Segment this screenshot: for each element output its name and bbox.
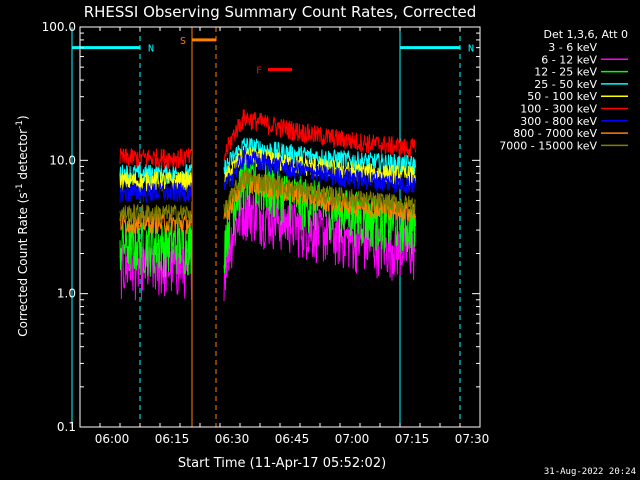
legend-label: 12 - 25 keV [534,66,597,79]
flag-label-1: N [468,44,474,55]
legend-label: 3 - 6 keV [548,41,597,54]
y-tick-label: 100.0 [42,20,76,34]
plot-area: N N S F [71,27,474,427]
x-tick-label: 07:00 [335,432,370,446]
flag-label-0: N [148,44,154,55]
x-tick-label: 07:15 [395,432,430,446]
y-tick-label: 10.0 [49,153,76,167]
timestamp: 31-Aug-2022 20:24 [544,467,636,477]
legend-label: 25 - 50 keV [534,78,597,91]
y-axis-label: Corrected Count Rate (s-1 detector-1) [15,115,30,336]
legend-label: 300 - 800 keV [520,115,597,128]
x-tick-label: 06:15 [155,432,190,446]
y-tick-label: 1.0 [57,287,76,301]
y-tick-label: 0.1 [57,420,76,434]
legend-label: 6 - 12 keV [541,53,597,66]
series-line-100-300kev [119,109,416,169]
axes: 100.0 10.0 1.0 0.1 06:00 06:15 06:30 06:45 07:00… [42,20,490,446]
chart-title: RHESSI Observing Summary Count Rates, Co… [84,3,477,21]
series-line-7000-15000kev [119,169,416,225]
x-tick-label: 06:45 [275,432,310,446]
series-line-300-800kev [119,148,416,204]
legend-label: 100 - 300 keV [520,103,597,116]
legend-title: Det 1,3,6, Att 0 [544,28,628,41]
x-axis-label: Start Time (11-Apr-17 05:52:02) [178,456,386,471]
flag-label-3: F [256,66,262,77]
flag-label-2: S [180,36,186,47]
legend-label: 7000 - 15000 keV [499,139,597,152]
x-tick-label: 06:30 [215,432,250,446]
x-tick-label: 07:30 [455,432,490,446]
x-tick-label: 06:00 [95,432,130,446]
legend-label: 50 - 100 keV [527,90,597,103]
legend-label: 800 - 7000 keV [513,127,597,140]
